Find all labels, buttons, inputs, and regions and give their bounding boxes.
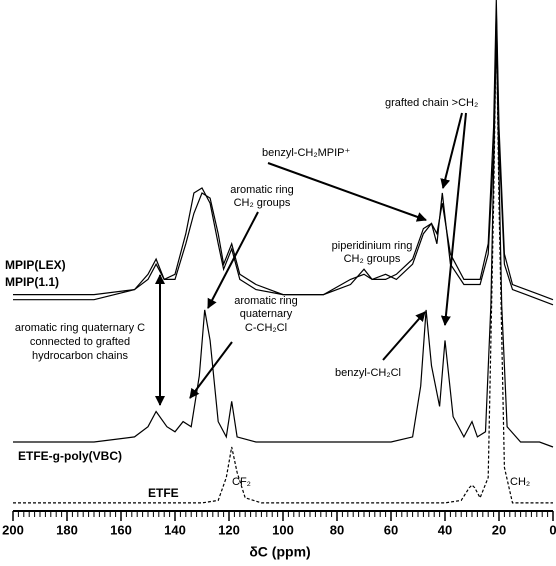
annotation: aromatic ring — [234, 295, 298, 307]
annotation: quaternary — [240, 308, 293, 320]
annotation: hydrocarbon chains — [32, 350, 129, 362]
x-tick-label: 200 — [2, 522, 24, 537]
arrow — [189, 341, 233, 399]
annotation: aromatic ring quaternary C — [15, 322, 145, 334]
x-tick-label: 0 — [549, 522, 556, 537]
x-tick-label: 20 — [492, 522, 506, 537]
x-tick-label: 120 — [218, 522, 240, 537]
x-tick-label: 40 — [438, 522, 452, 537]
annotation: C-CH₂Cl — [245, 322, 287, 334]
annotation: CH₂ — [510, 476, 530, 488]
series-label: ETFE — [148, 486, 179, 500]
annotation: aromatic ring — [230, 184, 294, 196]
arrow — [267, 162, 427, 222]
arrow — [440, 112, 467, 326]
annotation: CH₂ groups — [344, 253, 401, 265]
annotation: benzyl-CH₂MPIP⁺ — [262, 147, 351, 159]
arrow — [382, 311, 426, 361]
plot-area: 200 180 160 140 120 100 80 60 40 20 0 — [2, 0, 556, 537]
x-tick-label: 160 — [110, 522, 132, 537]
x-axis-title: δC (ppm) — [249, 544, 310, 560]
x-tick-label: 80 — [330, 522, 344, 537]
annotation: connected to grafted — [30, 336, 130, 348]
series-label: ETFE-g-poly(VBC) — [18, 449, 122, 463]
annotation: benzyl-CH₂Cl — [335, 367, 401, 379]
annotation: CH₂ groups — [234, 197, 291, 209]
annotation: CF₂ — [232, 476, 251, 488]
spectrum-line — [13, 35, 554, 448]
x-tick-label: 100 — [272, 522, 294, 537]
x-tick-label: 60 — [384, 522, 398, 537]
annotation: piperidinium ring — [332, 240, 413, 252]
arrow — [440, 112, 463, 189]
series-label: MPIP(LEX) — [5, 258, 66, 272]
spectrum-line — [13, 20, 553, 504]
x-tick-label: 180 — [56, 522, 78, 537]
arrow — [207, 211, 259, 309]
series-label: MPIP(1.1) — [5, 275, 59, 289]
annotation: grafted chain >CH₂ — [385, 97, 478, 109]
x-tick-label: 140 — [164, 522, 186, 537]
